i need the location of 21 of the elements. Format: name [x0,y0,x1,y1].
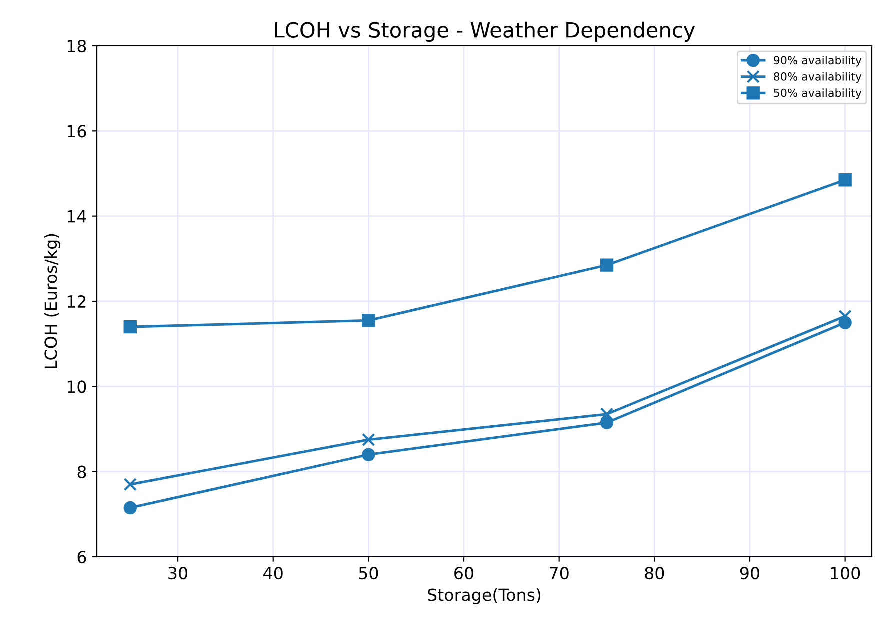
y-tick-label: 14 [68,210,86,223]
x-axis-title: Storage(Tons) [428,588,541,605]
legend-label: 80% availability [774,72,862,84]
x-tick-label: 100 [831,567,860,580]
legend-label: 50% availability [774,88,862,100]
y-tick-label: 16 [68,125,86,138]
x-tick-label: 50 [359,567,378,580]
x-tick-label: 80 [645,567,664,580]
y-tick-label: 8 [78,466,86,478]
x-tick-label: 40 [264,567,283,580]
x-tick-label: 70 [550,567,569,580]
y-tick-label: 12 [68,295,86,308]
x-tick-label: 90 [740,567,760,580]
y-tick-label: 18 [68,40,86,53]
y-tick-label: 10 [68,380,86,394]
legend-label: 90% availability [774,56,862,67]
x-tick-label: 30 [168,567,188,580]
chart-title: LCOH vs Storage - Weather Dependency [275,22,696,42]
y-tick-label: 6 [78,550,86,564]
y-axis-title: LCOH (Euros/kg) [44,234,61,368]
x-tick-label: 60 [454,567,474,580]
